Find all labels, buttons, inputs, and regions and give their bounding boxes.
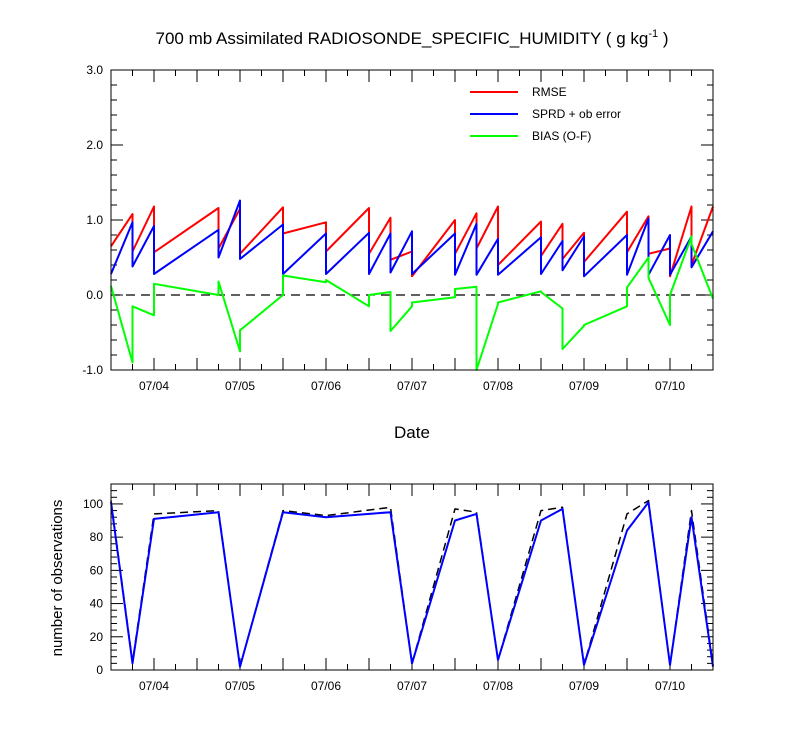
chart-title-main: 700 mb Assimilated RADIOSONDE_SPECIFIC_H… [156,29,649,48]
y-tick-label: 60 [90,563,104,577]
bottom-ticks: 07/04 07/05 07/06 07/07 07/08 07/09 07/10 0 20 40… [83,483,714,693]
x-tick-label: 07/08 [483,379,513,393]
bottom-panel: 07/04 07/05 07/06 07/07 07/08 07/09 07/10 0 20 40… [83,483,714,693]
y-tick-label: 0 [96,663,103,677]
y-tick-label: -1.0 [82,363,103,377]
x-tick-label: 07/07 [397,679,427,693]
bottom-series-group [110,499,714,668]
y-tick-label: 2.0 [86,138,103,152]
top-plot-frame [110,69,714,371]
x-tick-label: 07/05 [225,679,255,693]
legend-label: RMSE [532,85,567,99]
legend: RMSE SPRD + ob error BIAS (O-F) [470,85,621,143]
y-axis-label-bottom: number of observations [49,500,66,657]
x-axis-label: Date [394,423,430,442]
x-tick-label: 07/06 [311,379,341,393]
x-tick-label: 07/10 [655,379,685,393]
x-tick-label: 07/06 [311,679,341,693]
x-tick-label: 07/08 [483,679,513,693]
y-tick-label: 3.0 [86,63,103,77]
legend-label: BIAS (O-F) [532,129,591,143]
y-tick-label: 1.0 [86,213,103,227]
top-ticks: 07/04 07/05 07/06 07/07 07/08 07/09 07/10 -1.0 0… [82,63,714,393]
legend-label: SPRD + ob error [532,107,621,121]
y-tick-label: 80 [90,530,104,544]
y-tick-label: 0.0 [86,288,103,302]
x-tick-label: 07/09 [569,679,599,693]
bottom-plot-frame [110,483,714,671]
x-tick-label: 07/07 [397,379,427,393]
bottom-series-2-line [110,501,714,668]
chart-title-superscript: -1 [648,28,658,40]
x-tick-label: 07/10 [655,679,685,693]
chart-title-close: ) [658,29,668,48]
top-panel: 07/04 07/05 07/06 07/07 07/08 07/09 07/10 -1.0 0… [82,63,714,393]
y-tick-label: 100 [83,497,103,511]
x-tick-label: 07/04 [139,679,169,693]
bottom-series-1-line [110,499,714,668]
series-sprd-ob-error-line [110,199,714,278]
x-tick-label: 07/04 [139,379,169,393]
x-tick-label: 07/05 [225,379,255,393]
chart-title: 700 mb Assimilated RADIOSONDE_SPECIFIC_H… [156,28,669,48]
x-tick-label: 07/09 [569,379,599,393]
y-tick-label: 20 [90,630,104,644]
series-bias-o-f-line [110,235,714,371]
y-tick-label: 40 [90,597,104,611]
top-series-group [110,199,714,371]
